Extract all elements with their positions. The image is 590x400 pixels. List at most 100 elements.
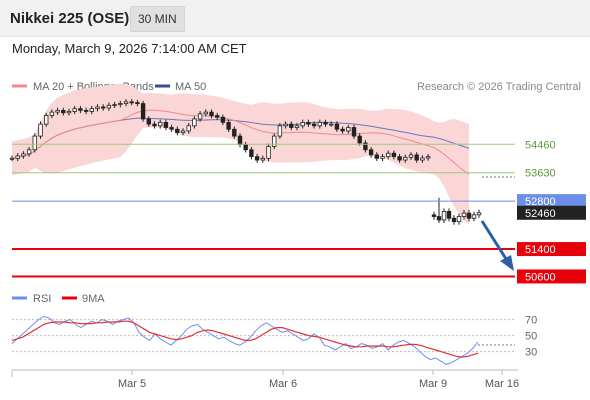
- candle: [140, 103, 146, 120]
- candle: [78, 108, 83, 111]
- candle: [391, 152, 397, 158]
- candle: [471, 214, 477, 219]
- candle: [420, 157, 425, 161]
- level-label-52460: 52460: [525, 208, 556, 220]
- candle: [169, 127, 174, 130]
- candle: [289, 123, 294, 128]
- candle: [357, 135, 362, 144]
- rsi-tick-50: 50: [525, 331, 537, 343]
- level-label-51400: 51400: [525, 244, 556, 256]
- rsi-line: [11, 315, 479, 365]
- candle: [44, 115, 49, 125]
- bollinger-band: [12, 83, 469, 225]
- candle: [260, 157, 265, 161]
- level-label-52800: 52800: [525, 196, 556, 208]
- candle: [294, 125, 300, 128]
- ma20-line: [11, 109, 470, 175]
- time-tick-label: Mar 9: [419, 378, 447, 390]
- candle: [175, 128, 180, 134]
- candle: [61, 110, 66, 114]
- candle: [334, 123, 340, 130]
- candle: [123, 101, 129, 104]
- candle: [118, 103, 123, 105]
- candle: [283, 123, 288, 127]
- rsi-tick-30: 30: [525, 347, 537, 359]
- candle: [38, 123, 43, 137]
- candle: [476, 212, 482, 216]
- candle: [363, 142, 368, 151]
- time-axis: Mar 5 Mar 6 Mar 9 Mar 16: [118, 370, 519, 390]
- candle: [192, 118, 197, 127]
- candle: [425, 156, 431, 159]
- rsi-ma-line: [11, 320, 479, 358]
- time-tick-label: Mar 5: [118, 378, 146, 390]
- candle: [72, 108, 77, 112]
- rsi-grid: 70 50 30: [12, 315, 537, 359]
- candle: [95, 106, 100, 110]
- candle: [461, 212, 467, 217]
- candle: [163, 121, 169, 128]
- candle: [380, 156, 385, 159]
- candle: [306, 121, 311, 125]
- rsi-legend-label: RSI: [33, 293, 51, 305]
- candle: [152, 123, 157, 127]
- ma50-legend-label: MA 50: [175, 81, 206, 93]
- candle: [368, 149, 374, 156]
- candle: [135, 102, 140, 104]
- candle: [226, 121, 231, 130]
- candle: [237, 135, 243, 146]
- candles: [9, 99, 482, 225]
- candle: [254, 156, 260, 161]
- candle: [49, 111, 55, 116]
- candle: [266, 145, 271, 159]
- candle: [21, 153, 26, 157]
- candle: [323, 121, 328, 125]
- candle: [441, 210, 447, 221]
- candle: [203, 111, 208, 115]
- candle: [32, 135, 37, 151]
- instrument-title: Nikkei 225 (OSE): [10, 10, 130, 27]
- time-tick-label: Mar 16: [485, 378, 519, 390]
- candle: [446, 210, 452, 219]
- candle: [431, 214, 437, 217]
- candle: [346, 127, 351, 132]
- candle: [249, 149, 254, 158]
- candle: [83, 110, 89, 112]
- candle: [414, 154, 419, 161]
- candle: [89, 108, 94, 112]
- level-label-50600: 50600: [525, 271, 556, 283]
- candle: [112, 104, 117, 106]
- candle: [340, 128, 345, 132]
- level-label-54460: 54460: [525, 139, 556, 151]
- candle: [408, 154, 414, 158]
- forecast-arrow: [480, 220, 514, 271]
- candle: [106, 104, 112, 109]
- candle: [328, 123, 334, 126]
- candle: [180, 130, 186, 134]
- candle: [466, 212, 472, 219]
- candle: [197, 113, 203, 120]
- candle: [456, 216, 462, 223]
- candle: [129, 101, 134, 104]
- rsi-panel: RSI 9MA 70 50 30: [11, 293, 537, 365]
- candle: [311, 123, 317, 127]
- rsi-tick-70: 70: [525, 315, 537, 327]
- rsi-ma-legend-label: 9MA: [82, 293, 105, 305]
- candle: [55, 110, 60, 113]
- copyright-text: Research © 2026 Trading Central: [417, 81, 581, 93]
- candle: [157, 121, 163, 127]
- level-tag-52460: [517, 205, 586, 220]
- candle: [436, 216, 442, 221]
- candle: [101, 106, 106, 109]
- interval-badge[interactable]: 30 MIN: [130, 6, 185, 32]
- level-label-53630: 53630: [525, 168, 556, 180]
- chart-datetime: Monday, March 9, 2026 7:14:00 AM CET: [12, 41, 247, 56]
- candle: [351, 127, 357, 137]
- chart-header: Nikkei 225 (OSE) 30 MIN: [0, 0, 590, 37]
- candle: [232, 128, 237, 137]
- candle: [397, 156, 402, 161]
- candle: [214, 115, 220, 118]
- candle: [9, 157, 15, 160]
